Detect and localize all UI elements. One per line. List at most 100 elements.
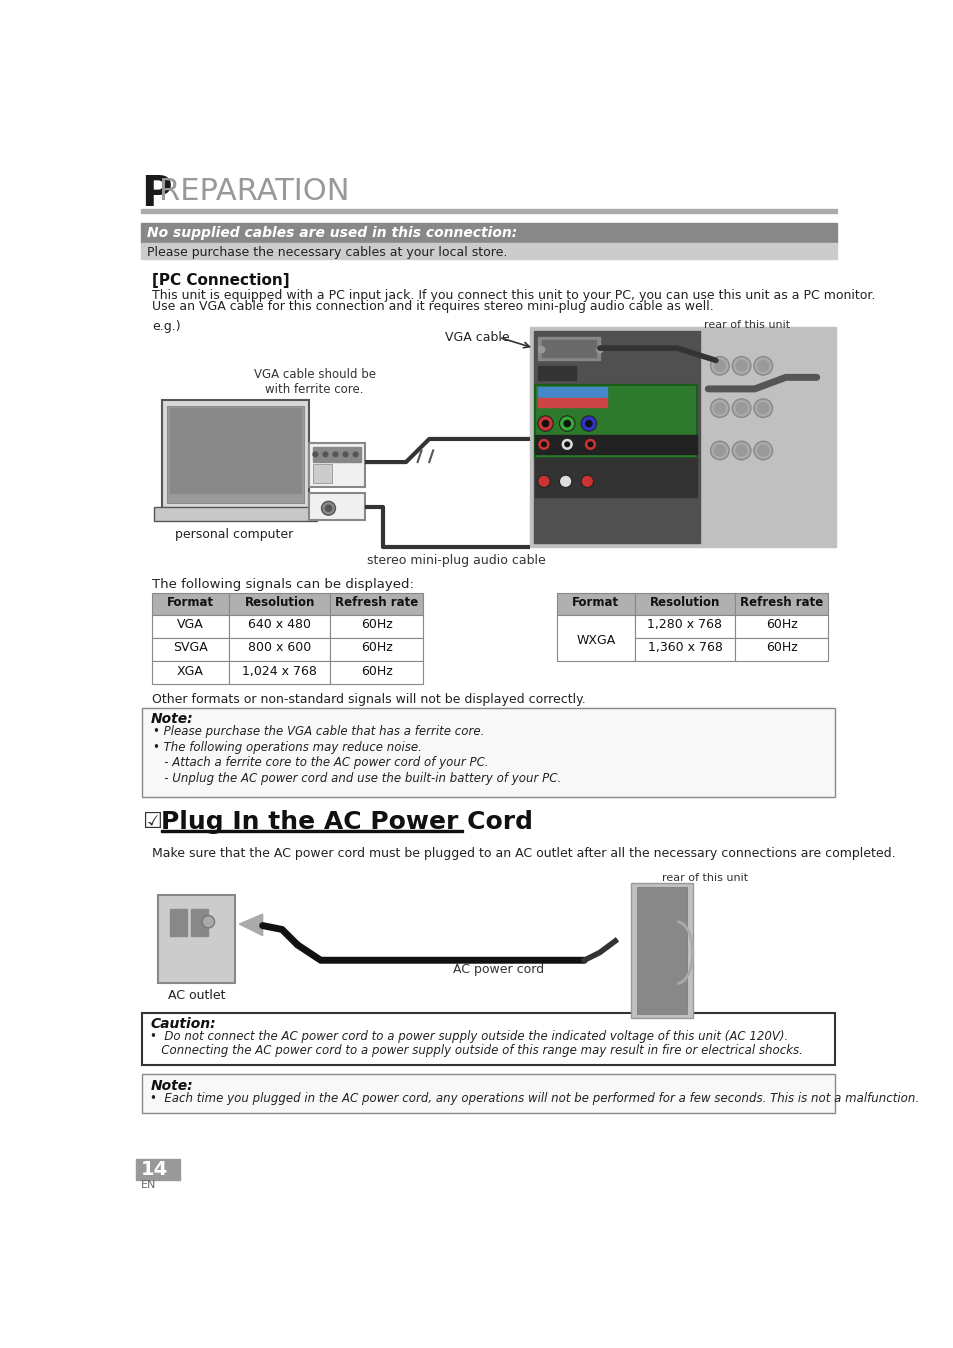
Bar — [142, 709, 835, 797]
Bar — [537, 398, 607, 407]
Text: 1,360 x 768: 1,360 x 768 — [647, 642, 721, 655]
Circle shape — [753, 399, 772, 418]
Circle shape — [343, 452, 348, 457]
Text: [PC Connection]: [PC Connection] — [152, 274, 289, 288]
Circle shape — [757, 445, 768, 456]
Text: 60Hz: 60Hz — [765, 619, 797, 631]
Bar — [229, 593, 330, 615]
Bar — [141, 244, 836, 259]
Bar — [537, 365, 576, 380]
Text: VGA: VGA — [177, 619, 204, 631]
Circle shape — [353, 452, 357, 457]
Text: Make sure that the AC power cord must be plugged to an AC outlet after all the n: Make sure that the AC power cord must be… — [152, 847, 895, 860]
Circle shape — [321, 501, 335, 515]
Circle shape — [732, 399, 750, 418]
Circle shape — [710, 399, 728, 418]
Text: Note:: Note: — [150, 1078, 193, 1093]
Circle shape — [736, 403, 746, 414]
Text: personal computer: personal computer — [174, 527, 293, 541]
Circle shape — [537, 346, 544, 353]
Bar — [152, 615, 229, 638]
Bar — [735, 638, 827, 661]
Text: e.g.): e.g.) — [152, 319, 180, 333]
Circle shape — [587, 442, 592, 446]
Circle shape — [323, 452, 328, 457]
Circle shape — [757, 360, 768, 371]
Text: ☑: ☑ — [142, 811, 162, 832]
Text: AC outlet: AC outlet — [168, 988, 225, 1002]
Text: The following signals can be displayed:: The following signals can be displayed: — [152, 577, 414, 590]
Text: 60Hz: 60Hz — [360, 619, 392, 631]
Circle shape — [736, 445, 746, 456]
Bar — [152, 593, 229, 615]
Text: Plug In the AC Power Cord: Plug In the AC Power Cord — [161, 810, 533, 834]
Text: REPARATION: REPARATION — [158, 177, 349, 206]
Text: 60Hz: 60Hz — [360, 665, 392, 678]
Circle shape — [710, 441, 728, 460]
Circle shape — [313, 452, 317, 457]
Circle shape — [585, 421, 592, 426]
Bar — [192, 909, 208, 936]
Circle shape — [732, 441, 750, 460]
Bar — [162, 400, 309, 508]
Bar — [330, 638, 422, 661]
Text: No supplied cables are used in this connection:: No supplied cables are used in this conn… — [147, 225, 517, 240]
Text: - Unplug the AC power cord and use the built-in battery of your PC.: - Unplug the AC power cord and use the b… — [153, 771, 561, 785]
Bar — [735, 615, 827, 638]
Bar — [142, 1012, 835, 1065]
Bar — [154, 507, 316, 520]
Circle shape — [583, 438, 596, 450]
Circle shape — [753, 441, 772, 460]
Bar — [313, 446, 360, 462]
Text: Connecting the AC power cord to a power supply outside of this range may result : Connecting the AC power cord to a power … — [150, 1045, 802, 1057]
Circle shape — [560, 438, 573, 450]
Text: Please purchase the necessary cables at your local store.: Please purchase the necessary cables at … — [147, 245, 507, 259]
Circle shape — [714, 360, 724, 371]
Text: Other formats or non-standard signals will not be displayed correctly.: Other formats or non-standard signals wi… — [152, 693, 585, 706]
Bar — [141, 224, 836, 244]
Bar — [229, 638, 330, 661]
Bar — [309, 493, 365, 520]
Bar — [152, 661, 229, 683]
Text: - Attach a ferrite core to the AC power cord of your PC.: - Attach a ferrite core to the AC power … — [153, 756, 489, 770]
Circle shape — [541, 442, 546, 446]
Circle shape — [732, 357, 750, 375]
Text: Resolution: Resolution — [649, 596, 720, 609]
Bar — [634, 638, 735, 661]
Bar — [535, 435, 696, 454]
Text: AC power cord: AC power cord — [453, 962, 544, 976]
Bar — [167, 406, 303, 503]
Bar — [637, 887, 686, 1014]
Text: 1,024 x 768: 1,024 x 768 — [242, 665, 316, 678]
Text: • The following operations may reduce noise.: • The following operations may reduce no… — [153, 741, 422, 754]
Circle shape — [757, 403, 768, 414]
Text: P: P — [141, 174, 172, 216]
Circle shape — [714, 403, 724, 414]
Bar — [330, 661, 422, 683]
Circle shape — [537, 438, 550, 450]
Text: •  Do not connect the AC power cord to a power supply outside the indicated volt: • Do not connect the AC power cord to a … — [150, 1030, 788, 1043]
Text: 1,280 x 768: 1,280 x 768 — [647, 619, 721, 631]
Bar — [735, 593, 827, 615]
Bar — [141, 209, 836, 213]
Circle shape — [736, 360, 746, 371]
Text: 640 x 480: 640 x 480 — [248, 619, 311, 631]
Bar — [557, 615, 634, 661]
Bar — [142, 1074, 835, 1112]
Bar — [136, 1159, 179, 1181]
Circle shape — [558, 474, 571, 488]
Bar — [541, 341, 596, 357]
Text: 14: 14 — [141, 1161, 168, 1180]
Bar — [537, 337, 599, 360]
Bar — [535, 458, 696, 496]
Text: Format: Format — [167, 596, 213, 609]
Circle shape — [325, 506, 332, 511]
Text: Refresh rate: Refresh rate — [740, 596, 822, 609]
Circle shape — [596, 346, 602, 353]
Text: This unit is equipped with a PC input jack. If you connect this unit to your PC,: This unit is equipped with a PC input ja… — [152, 288, 874, 302]
Bar — [158, 895, 235, 983]
Text: 60Hz: 60Hz — [360, 642, 392, 655]
Text: Use an VGA cable for this connection and it requires stereo mini-plug audio cabl: Use an VGA cable for this connection and… — [152, 301, 713, 313]
Bar — [534, 332, 700, 543]
Text: SVGA: SVGA — [173, 642, 208, 655]
